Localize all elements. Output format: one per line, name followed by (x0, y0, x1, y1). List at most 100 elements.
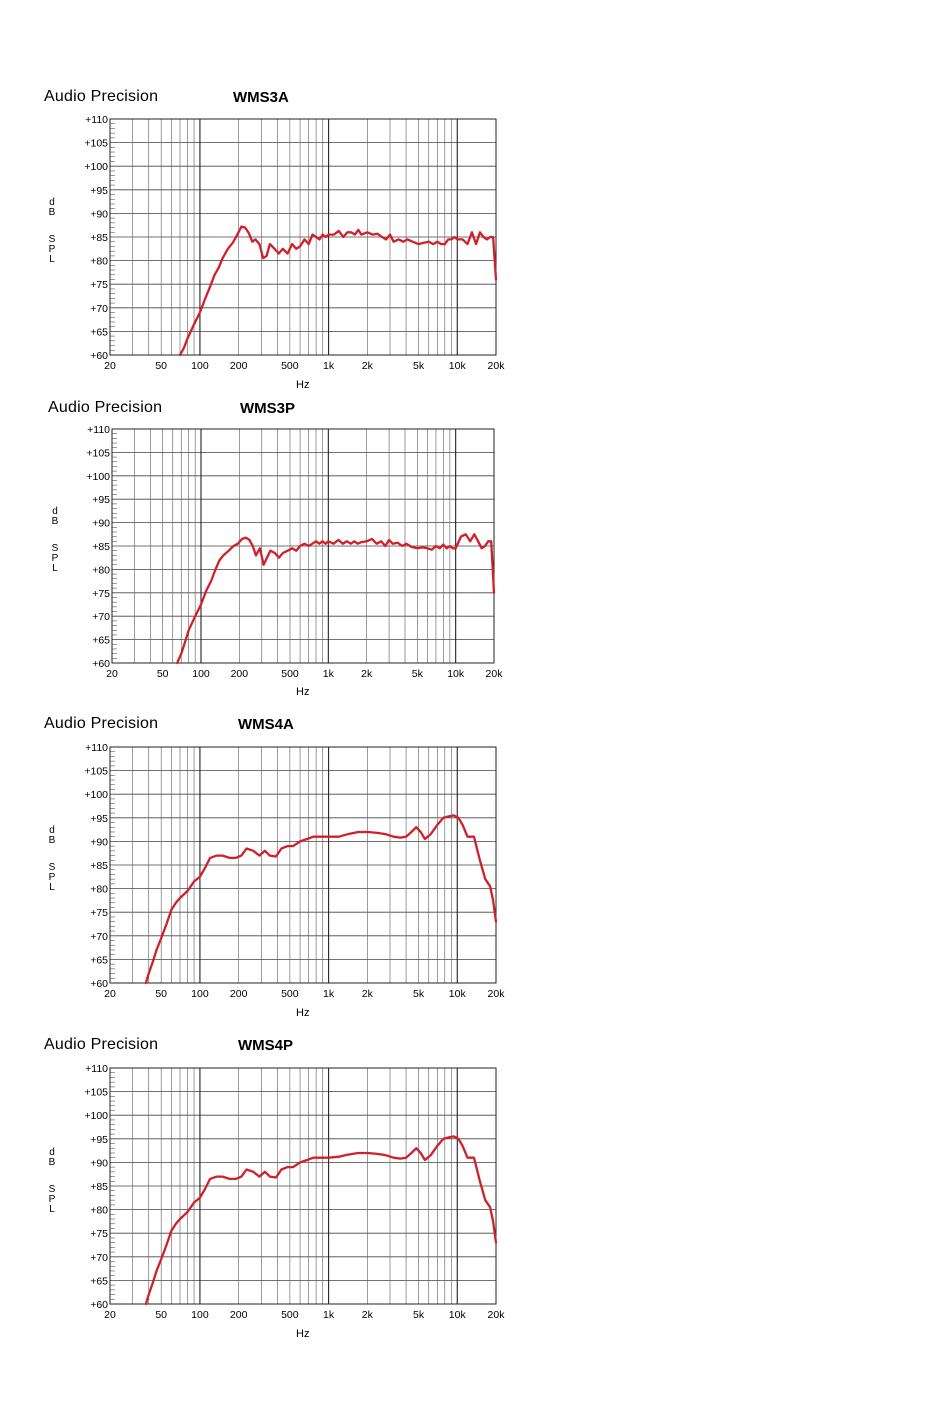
y-tick-label: +70 (92, 611, 110, 623)
y-tick-label: +90 (90, 1157, 108, 1169)
y-tick-label: +60 (92, 658, 110, 670)
x-tick-label: 20k (486, 668, 504, 680)
chart-title: WMS4P (238, 1037, 294, 1054)
y-tick-label: +65 (90, 1275, 108, 1287)
x-tick-label: 2k (362, 1309, 374, 1321)
y-tick-label: +65 (92, 635, 110, 647)
x-tick-label: 50 (157, 668, 169, 680)
y-axis-label-letter: B (48, 207, 56, 218)
x-tick-label: 200 (230, 988, 248, 1000)
x-tick-label: 1k (323, 668, 335, 680)
y-tick-label: +60 (90, 978, 108, 990)
y-tick-label: +85 (92, 541, 110, 553)
y-tick-label: +110 (85, 114, 108, 126)
y-axis-label-letter: B (51, 516, 59, 527)
x-tick-label: 50 (155, 988, 167, 1000)
x-axis-label: Hz (296, 1328, 310, 1340)
grid (109, 1067, 497, 1305)
y-tick-label: +60 (90, 350, 108, 362)
y-tick-label: +105 (86, 447, 110, 459)
x-tick-label: 10k (449, 988, 467, 1000)
y-tick-label: +65 (90, 326, 108, 338)
y-tick-label: +75 (90, 1228, 108, 1240)
y-axis-label-letter: d (49, 197, 55, 208)
chart-title: WMS3A (233, 89, 289, 106)
y-axis-label-letter: S (51, 543, 59, 554)
x-tick-label: 20 (106, 668, 118, 680)
y-axis-label-letter: L (49, 1204, 55, 1215)
y-axis-label-letter: d (49, 1147, 55, 1158)
y-tick-label: +70 (90, 303, 108, 315)
y-axis-label-letter: B (48, 835, 56, 846)
y-tick-label: +100 (84, 161, 108, 173)
y-tick-label: +85 (90, 232, 108, 244)
y-tick-label: +100 (84, 1110, 108, 1122)
x-tick-label: 2k (362, 360, 374, 372)
x-tick-label: 50 (155, 360, 167, 372)
plot-frame (109, 1067, 497, 1305)
x-tick-label: 10k (449, 360, 467, 372)
y-tick-label: +75 (90, 279, 108, 291)
x-tick-label: 1k (323, 360, 335, 372)
y-axis-label-letter: L (49, 254, 55, 265)
y-axis-label-letter: P (48, 872, 56, 883)
x-tick-label: 200 (230, 1309, 248, 1321)
brand-label: Audio Precision (44, 1036, 159, 1053)
y-tick-label: +95 (90, 813, 108, 825)
x-tick-label: 5k (412, 668, 424, 680)
plot-frame (109, 118, 497, 356)
y-tick-label: +110 (87, 424, 110, 436)
y-tick-label: +90 (90, 836, 108, 848)
y-tick-label: +110 (85, 742, 108, 754)
x-tick-label: 10k (447, 668, 465, 680)
x-tick-label: 500 (281, 988, 299, 1000)
chart-panel: Audio Precision WMS3P d B S P L Hz +110 +105 +100 +… (0, 0, 950, 698)
y-tick-label: +75 (90, 907, 108, 919)
y-tick-label: +105 (84, 1087, 108, 1099)
x-tick-label: 2k (361, 668, 373, 680)
x-tick-label: 5k (413, 360, 425, 372)
x-tick-label: 1k (323, 1309, 335, 1321)
y-tick-label: +65 (90, 954, 108, 966)
y-tick-label: +80 (90, 1205, 108, 1217)
y-axis-label-letter: P (51, 553, 59, 564)
y-axis-label-letter: L (52, 563, 58, 574)
y-tick-label: +60 (90, 1299, 108, 1311)
brand-label: Audio Precision (44, 715, 159, 732)
x-tick-label: 20k (488, 1309, 506, 1321)
y-tick-label: +75 (92, 588, 110, 600)
y-tick-label: +105 (84, 138, 108, 150)
x-tick-label: 100 (191, 360, 209, 372)
x-tick-label: 100 (191, 988, 209, 1000)
brand-label: Audio Precision (44, 88, 159, 105)
x-axis-label: Hz (296, 686, 310, 698)
y-axis-label-letter: S (48, 234, 56, 245)
x-axis-label: Hz (296, 1007, 310, 1019)
chart-title: WMS3P (240, 400, 296, 417)
response-curve (144, 814, 498, 985)
x-tick-label: 5k (413, 988, 425, 1000)
y-tick-label: +110 (85, 1063, 108, 1075)
y-tick-label: +90 (90, 208, 108, 220)
chart-title: WMS4A (238, 716, 294, 733)
y-tick-label: +80 (90, 256, 108, 268)
y-tick-label: +95 (92, 494, 110, 506)
y-tick-label: +85 (90, 860, 108, 872)
x-tick-label: 20 (104, 360, 116, 372)
x-axis-label: Hz (296, 379, 310, 391)
chart-panel: Audio Precision WMS3A d B S P L Hz +110 +105 +100 +… (0, 0, 950, 391)
response-curve (144, 1135, 498, 1306)
y-tick-label: +70 (90, 1252, 108, 1264)
y-axis-label-letter: d (49, 825, 55, 836)
y-tick-label: +70 (90, 931, 108, 943)
y-tick-label: +95 (90, 1134, 108, 1146)
y-tick-label: +80 (92, 564, 110, 576)
response-curve (176, 533, 496, 665)
brand-label: Audio Precision (48, 399, 163, 416)
